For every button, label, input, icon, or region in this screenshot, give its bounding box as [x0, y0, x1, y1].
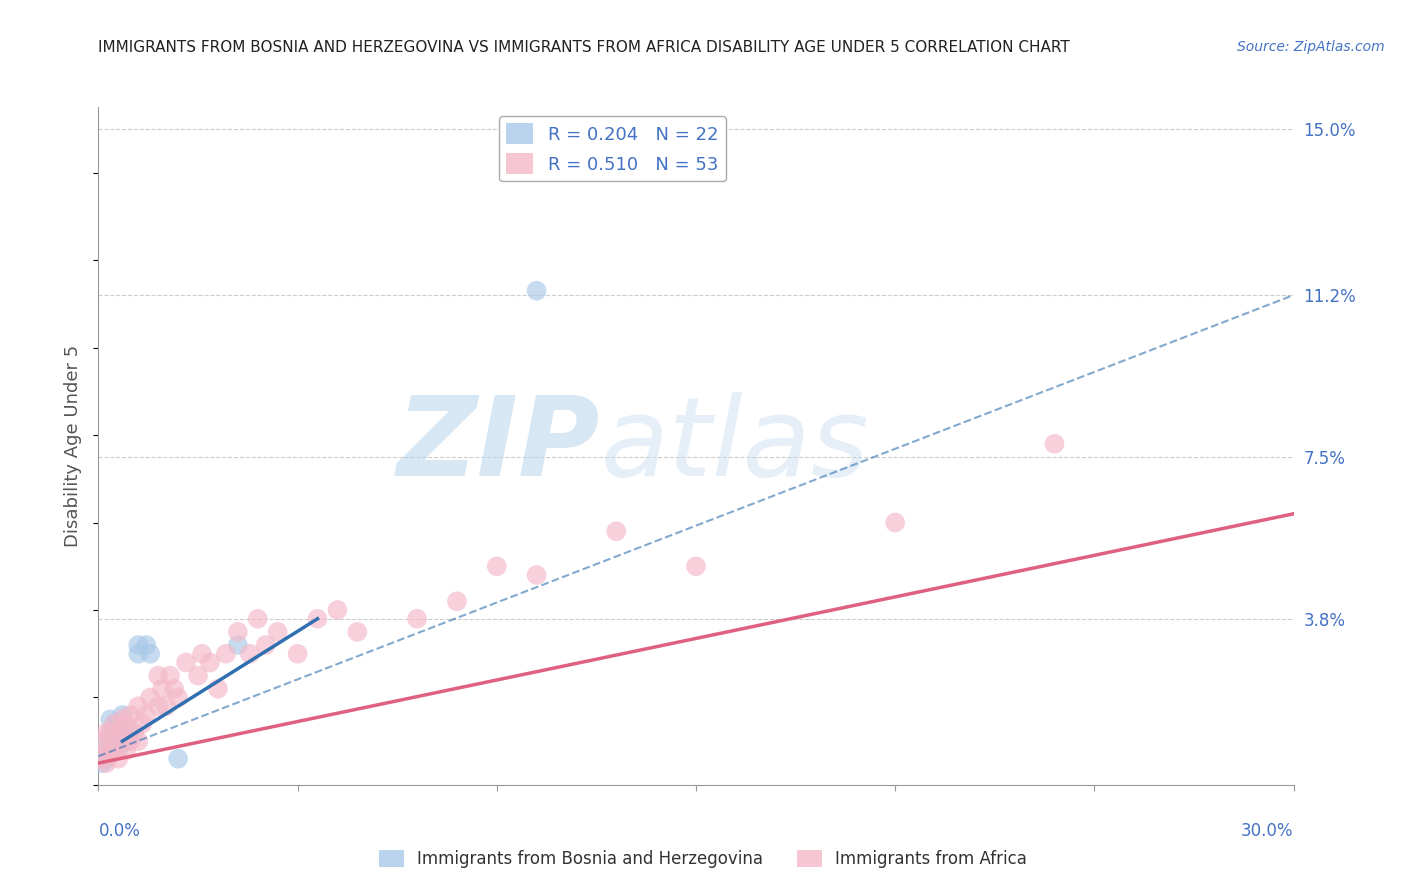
- Point: [446, 594, 468, 608]
- Text: atlas: atlas: [600, 392, 869, 500]
- Point: [96, 734, 118, 748]
- Text: Source: ZipAtlas.com: Source: ZipAtlas.com: [1237, 40, 1385, 54]
- Point: [131, 716, 153, 731]
- Point: [267, 624, 290, 639]
- Point: [91, 752, 114, 766]
- Point: [91, 756, 114, 770]
- Point: [98, 747, 122, 762]
- Point: [91, 734, 114, 748]
- Point: [326, 603, 349, 617]
- Point: [485, 559, 508, 574]
- Point: [124, 725, 146, 739]
- Point: [1043, 437, 1066, 451]
- Point: [148, 668, 170, 682]
- Point: [155, 699, 177, 714]
- Point: [307, 612, 329, 626]
- Point: [346, 624, 368, 639]
- Point: [884, 516, 907, 530]
- Point: [111, 712, 134, 726]
- Point: [98, 712, 122, 726]
- Point: [103, 743, 125, 757]
- Point: [215, 647, 238, 661]
- Point: [239, 647, 262, 661]
- Point: [139, 647, 162, 661]
- Text: ZIP: ZIP: [396, 392, 600, 500]
- Point: [103, 716, 125, 731]
- Legend: R = 0.204   N = 22, R = 0.510   N = 53: R = 0.204 N = 22, R = 0.510 N = 53: [499, 116, 725, 181]
- Point: [96, 752, 118, 766]
- Point: [120, 708, 142, 723]
- Point: [150, 681, 173, 696]
- Point: [107, 725, 129, 739]
- Point: [120, 725, 142, 739]
- Point: [98, 743, 122, 757]
- Point: [111, 734, 134, 748]
- Point: [226, 638, 249, 652]
- Point: [226, 624, 249, 639]
- Point: [167, 752, 190, 766]
- Point: [127, 699, 149, 714]
- Point: [127, 638, 149, 652]
- Point: [111, 708, 134, 723]
- Point: [685, 559, 707, 574]
- Legend: Immigrants from Bosnia and Herzegovina, Immigrants from Africa: Immigrants from Bosnia and Herzegovina, …: [373, 843, 1033, 875]
- Point: [115, 716, 138, 731]
- Point: [198, 656, 221, 670]
- Point: [98, 725, 122, 739]
- Point: [139, 690, 162, 705]
- Point: [605, 524, 627, 539]
- Point: [254, 638, 277, 652]
- Point: [120, 734, 142, 748]
- Point: [103, 716, 125, 731]
- Point: [246, 612, 269, 626]
- Point: [103, 734, 125, 748]
- Point: [107, 725, 129, 739]
- Point: [96, 725, 118, 739]
- Point: [163, 681, 186, 696]
- Point: [167, 690, 190, 705]
- Text: 30.0%: 30.0%: [1241, 822, 1294, 840]
- Point: [526, 284, 548, 298]
- Point: [191, 647, 214, 661]
- Point: [406, 612, 429, 626]
- Point: [159, 668, 181, 682]
- Text: 0.0%: 0.0%: [98, 822, 141, 840]
- Point: [111, 734, 134, 748]
- Point: [148, 699, 170, 714]
- Point: [115, 743, 138, 757]
- Point: [91, 743, 114, 757]
- Text: IMMIGRANTS FROM BOSNIA AND HERZEGOVINA VS IMMIGRANTS FROM AFRICA DISABILITY AGE : IMMIGRANTS FROM BOSNIA AND HERZEGOVINA V…: [98, 40, 1070, 55]
- Point: [187, 668, 209, 682]
- Y-axis label: Disability Age Under 5: Disability Age Under 5: [65, 345, 83, 547]
- Point: [287, 647, 309, 661]
- Point: [207, 681, 229, 696]
- Point: [127, 647, 149, 661]
- Point: [174, 656, 197, 670]
- Point: [115, 734, 138, 748]
- Point: [107, 743, 129, 757]
- Point: [107, 752, 129, 766]
- Point: [135, 638, 157, 652]
- Point: [96, 743, 118, 757]
- Point: [526, 568, 548, 582]
- Point: [98, 725, 122, 739]
- Point: [135, 708, 157, 723]
- Point: [96, 756, 118, 770]
- Point: [127, 734, 149, 748]
